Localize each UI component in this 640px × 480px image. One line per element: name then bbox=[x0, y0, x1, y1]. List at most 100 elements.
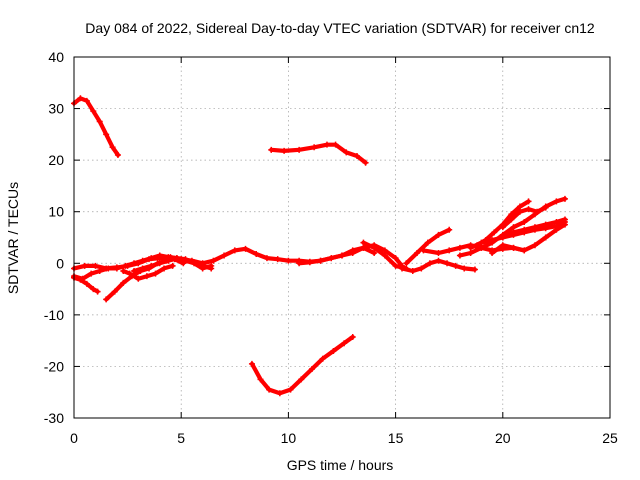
y-tick-label: -20 bbox=[44, 358, 64, 374]
data-point bbox=[510, 224, 517, 231]
data-point bbox=[499, 234, 506, 241]
data-point bbox=[525, 206, 532, 213]
data-point bbox=[156, 260, 163, 267]
data-point bbox=[553, 226, 560, 233]
data-point bbox=[435, 257, 442, 264]
x-tick-label: 20 bbox=[495, 430, 511, 446]
data-point bbox=[534, 208, 541, 215]
data-point bbox=[360, 244, 367, 251]
data-point bbox=[521, 247, 528, 254]
y-tick-label: 0 bbox=[56, 255, 64, 271]
data-point bbox=[414, 249, 421, 256]
data-point bbox=[424, 239, 431, 246]
data-point bbox=[169, 262, 176, 269]
data-point bbox=[531, 224, 538, 231]
data-point bbox=[248, 360, 255, 367]
x-tick-label: 0 bbox=[70, 430, 78, 446]
data-point bbox=[444, 260, 451, 267]
data-point bbox=[349, 249, 356, 256]
data-point bbox=[467, 244, 474, 251]
data-point bbox=[139, 265, 146, 272]
data-point bbox=[143, 273, 150, 280]
data-point bbox=[131, 268, 138, 275]
data-point bbox=[508, 211, 515, 218]
data-point bbox=[553, 219, 560, 226]
data-point bbox=[311, 144, 318, 151]
data-point bbox=[274, 256, 281, 263]
data-point bbox=[561, 195, 568, 202]
series-layer bbox=[71, 95, 568, 397]
data-point bbox=[122, 262, 129, 269]
data-point bbox=[161, 265, 168, 272]
data-point bbox=[287, 386, 294, 393]
data-point bbox=[561, 221, 568, 228]
data-point bbox=[77, 276, 84, 283]
data-point bbox=[525, 198, 532, 205]
data-point bbox=[281, 147, 288, 154]
data-point bbox=[354, 153, 361, 160]
x-tick-label: 10 bbox=[281, 430, 297, 446]
data-point bbox=[341, 340, 348, 347]
data-point bbox=[349, 334, 356, 341]
data-point bbox=[418, 265, 425, 272]
data-point bbox=[461, 265, 468, 272]
data-point bbox=[403, 260, 410, 267]
data-point bbox=[90, 286, 97, 293]
data-point bbox=[276, 390, 283, 397]
data-point bbox=[521, 219, 528, 226]
tick-layer: 0 5 10 15 20 25 -30 -20 -10 0 10 20 30 40 bbox=[44, 49, 618, 446]
data-point bbox=[96, 268, 103, 275]
data-point bbox=[298, 376, 305, 383]
data-point bbox=[296, 146, 303, 153]
y-axis-label: SDTVAR / TECUs bbox=[5, 182, 21, 294]
data-point bbox=[103, 131, 110, 138]
data-point bbox=[392, 255, 399, 262]
data-point bbox=[83, 97, 90, 104]
data-point bbox=[456, 252, 463, 259]
series-line-arc-1 bbox=[71, 96, 121, 158]
plot-frame bbox=[73, 56, 611, 419]
chart-title: Day 084 of 2022, Sidereal Day-to-day VTE… bbox=[85, 20, 595, 36]
series-line-arc-9 bbox=[131, 256, 214, 274]
data-point bbox=[266, 386, 273, 393]
data-point bbox=[491, 229, 498, 236]
data-point bbox=[467, 249, 474, 256]
data-point bbox=[83, 280, 90, 287]
data-point bbox=[542, 234, 549, 241]
data-point bbox=[516, 203, 523, 210]
data-point bbox=[111, 288, 118, 295]
data-point bbox=[435, 249, 442, 256]
data-point bbox=[88, 270, 95, 277]
series-line-arc-13 bbox=[404, 227, 452, 266]
data-point bbox=[499, 242, 506, 249]
data-point bbox=[435, 231, 442, 238]
data-point bbox=[165, 257, 172, 264]
data-point bbox=[456, 244, 463, 251]
data-point bbox=[542, 221, 549, 228]
y-tick-label: 20 bbox=[48, 152, 64, 168]
y-tick-label: 40 bbox=[48, 49, 64, 65]
data-point bbox=[343, 149, 350, 156]
data-point bbox=[542, 204, 549, 211]
data-point bbox=[362, 159, 369, 166]
data-point bbox=[531, 242, 538, 249]
data-point bbox=[478, 244, 485, 251]
data-point bbox=[126, 270, 133, 277]
data-point bbox=[105, 265, 112, 272]
data-point bbox=[330, 347, 337, 354]
data-point bbox=[135, 275, 142, 282]
data-point bbox=[553, 198, 560, 205]
data-point bbox=[113, 265, 120, 272]
data-point bbox=[510, 244, 517, 251]
data-point bbox=[392, 262, 399, 269]
data-point bbox=[371, 249, 378, 256]
data-point bbox=[323, 141, 330, 148]
data-point bbox=[296, 260, 303, 267]
data-point bbox=[103, 296, 110, 303]
data-point bbox=[199, 262, 206, 269]
y-tick-label: -10 bbox=[44, 307, 64, 323]
data-point bbox=[96, 118, 103, 125]
data-point bbox=[319, 355, 326, 362]
grid-layer bbox=[74, 57, 610, 418]
